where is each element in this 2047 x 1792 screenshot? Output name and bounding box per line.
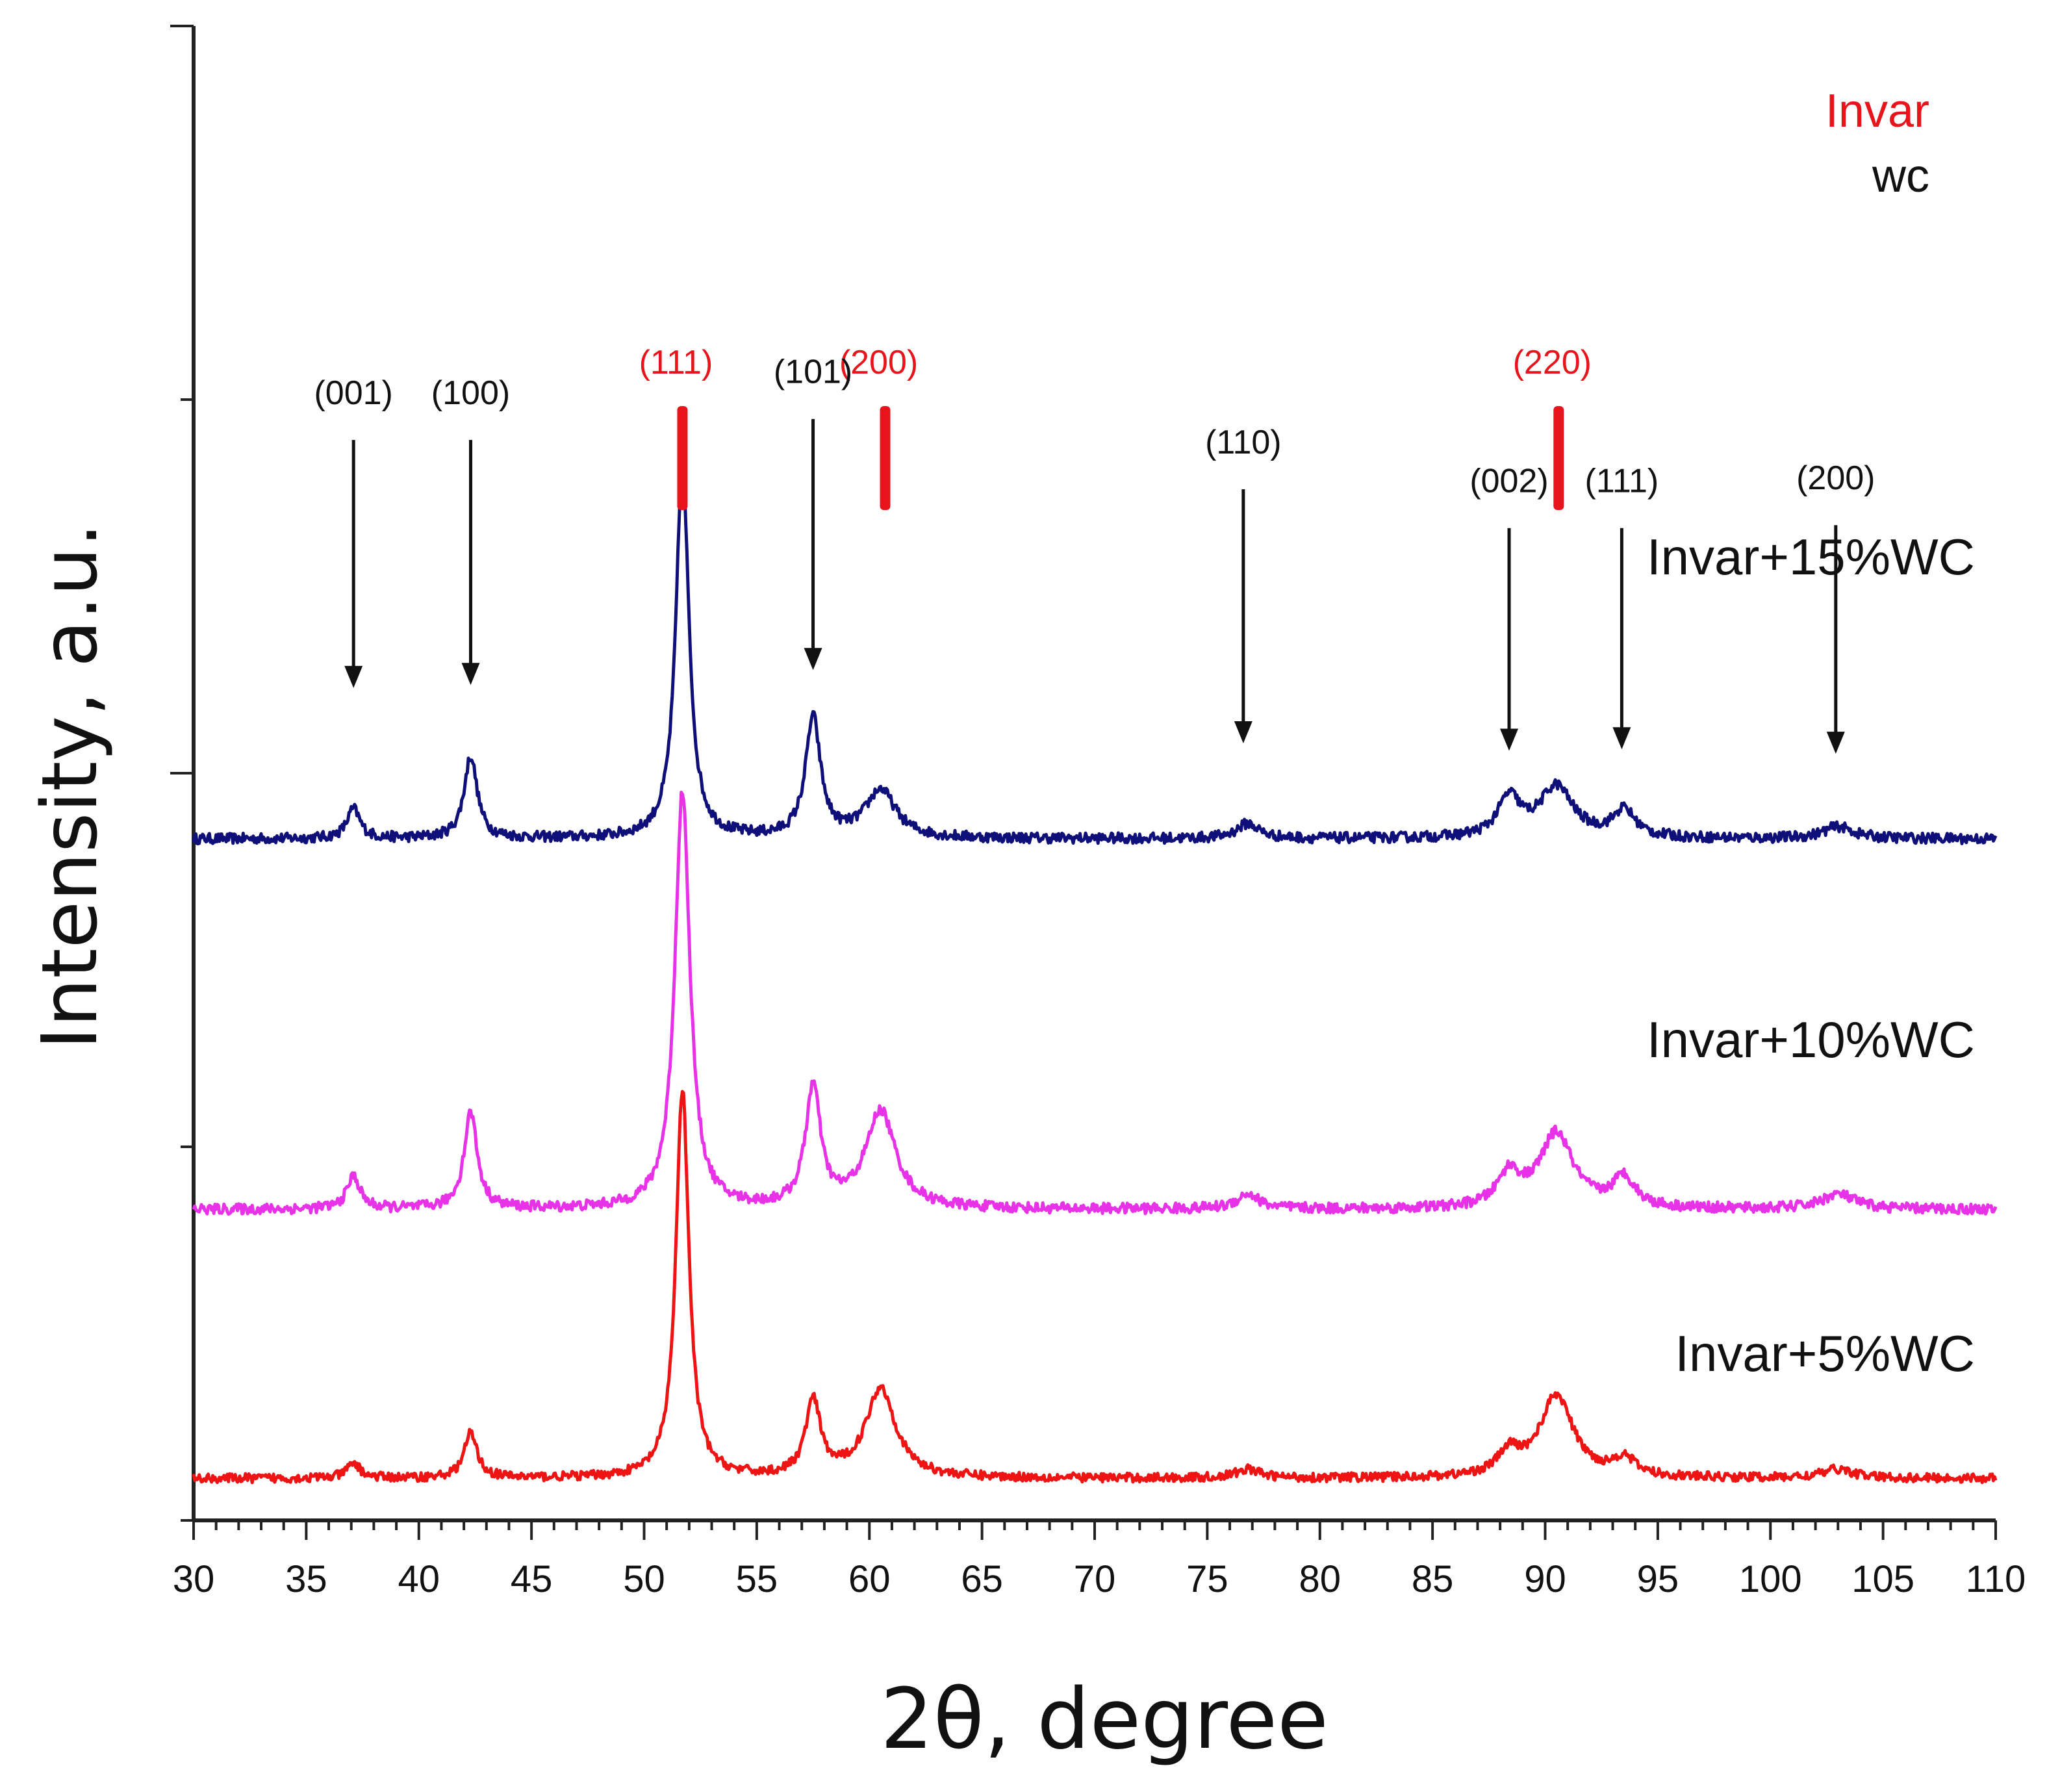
wc-peak-arrow-head <box>461 663 480 685</box>
legend-wc: wc <box>1872 150 1929 202</box>
x-tick-labels: 30 35 40 45 50 55 60 65 70 75 80 85 90 95 100 105 110 <box>173 1558 2026 1600</box>
series-line-0 <box>192 459 1998 846</box>
series-labels: Invar+15%WC Invar+10%WC Invar+5%WC <box>1647 528 1975 1382</box>
legend-invar: Invar <box>1825 85 1929 137</box>
wc-peak-label: (002) <box>1469 463 1548 500</box>
x-tick-label: 65 <box>961 1558 1003 1600</box>
x-tick-label: 105 <box>1851 1558 1914 1600</box>
x-tick-label: 90 <box>1524 1558 1566 1600</box>
series-label: Invar+15%WC <box>1647 528 1975 585</box>
x-tick-label: 80 <box>1299 1558 1341 1600</box>
wc-peak-label: (110) <box>1205 424 1282 461</box>
legend: Invar wc <box>1825 85 1929 202</box>
wc-peak-arrow-head <box>1500 728 1519 751</box>
wc-peak-label: (100) <box>431 374 510 412</box>
x-tick-label: 50 <box>623 1558 665 1600</box>
series-line-1 <box>192 790 1998 1216</box>
wc-peak-label: (111) <box>1585 463 1659 500</box>
series-label: Invar+10%WC <box>1647 1011 1975 1068</box>
x-tick-label: 30 <box>173 1558 215 1600</box>
invar-peak-label: (111) <box>639 344 713 381</box>
x-tick-label: 45 <box>511 1558 553 1600</box>
wc-peak-label: (001) <box>314 374 392 412</box>
series-label: Invar+5%WC <box>1675 1325 1975 1382</box>
series-line-2 <box>192 1090 1998 1485</box>
x-tick-label: 100 <box>1739 1558 1802 1600</box>
x-ticks <box>192 1520 1997 1540</box>
wc-peak-arrow-head <box>1612 727 1631 750</box>
x-tick-label: 95 <box>1637 1558 1679 1600</box>
wc-peak-arrow-head <box>344 665 363 688</box>
x-tick-label: 75 <box>1186 1558 1228 1600</box>
invar-peak-label: (200) <box>839 344 918 381</box>
x-axis-title: 2θ, degree <box>880 1671 1329 1768</box>
invar-peak-marker <box>677 406 688 510</box>
series-lines <box>192 459 1998 1485</box>
invar-peak-marker <box>1553 406 1564 510</box>
y-axis-title: Intensity, a.u. <box>25 523 114 1050</box>
wc-annotations: (001) (100) (101) (110) (002) (111) (200) <box>314 353 1875 754</box>
x-tick-label: 70 <box>1074 1558 1116 1600</box>
plot-frame <box>192 26 1996 1522</box>
wc-peak-label: (101) <box>774 353 852 391</box>
invar-peak-label: (220) <box>1513 344 1592 381</box>
wc-peak-arrow-head <box>1826 732 1845 754</box>
x-tick-label: 85 <box>1412 1558 1454 1600</box>
wc-peak-arrow-head <box>804 648 822 671</box>
y-ticks <box>170 25 194 1522</box>
x-tick-label: 60 <box>848 1558 891 1600</box>
x-tick-label: 40 <box>398 1558 440 1600</box>
x-tick-label: 110 <box>1966 1558 2026 1600</box>
invar-annotations: (111) (200) (220) <box>639 344 1592 510</box>
wc-peak-arrow-head <box>1234 721 1252 743</box>
wc-peak-label: (200) <box>1796 459 1875 497</box>
x-tick-label: 35 <box>285 1558 327 1600</box>
x-tick-label: 55 <box>736 1558 778 1600</box>
invar-peak-marker <box>880 406 891 510</box>
